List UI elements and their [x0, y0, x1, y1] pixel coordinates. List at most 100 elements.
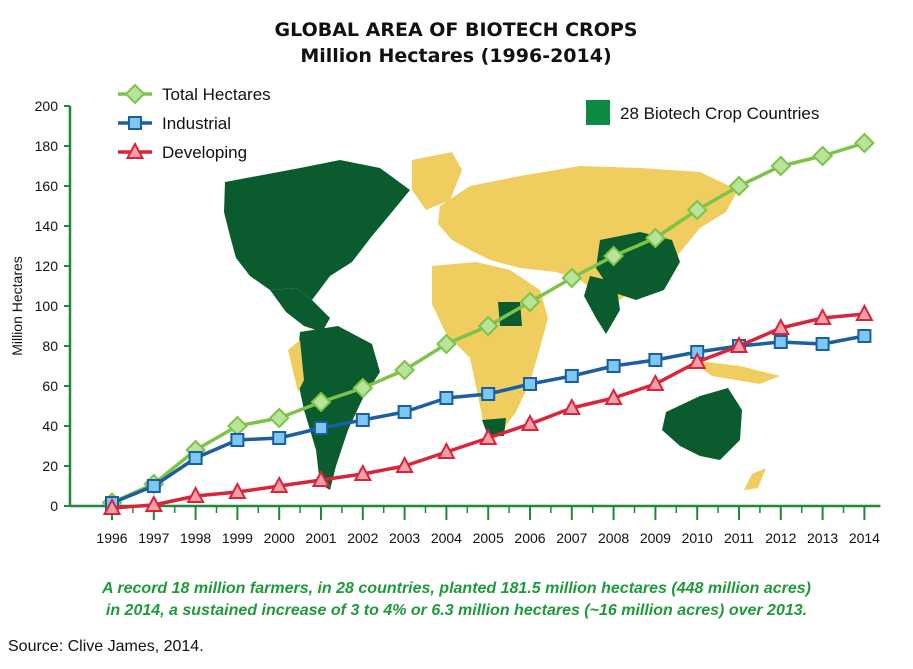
data-point-total-hectares: [603, 245, 625, 267]
data-point-industrial: [773, 335, 788, 349]
y-tick-label: 180: [35, 138, 59, 154]
map-new-zealand: [744, 468, 766, 490]
legend-label: Industrial: [162, 114, 231, 133]
data-point-total-hectares: [561, 267, 583, 289]
map-australia: [662, 388, 742, 460]
data-point-industrial: [146, 479, 161, 493]
data-point-developing: [855, 303, 874, 321]
data-point-industrial: [481, 387, 496, 401]
x-tick-label: 2005: [473, 530, 504, 546]
series-layer: [101, 132, 875, 515]
x-tick-label: 2009: [640, 530, 671, 546]
data-point-industrial: [188, 451, 203, 465]
x-tick-label: 2011: [724, 530, 754, 546]
data-point-total-hectares: [812, 145, 834, 167]
data-point-total-hectares: [686, 199, 708, 221]
y-tick-label: 100: [35, 298, 59, 314]
data-point-developing: [604, 387, 623, 405]
caption-line-2: in 2014, a sustained increase of 3 to 4%…: [105, 602, 808, 619]
data-point-industrial: [857, 329, 872, 343]
y-tick-label: 0: [50, 498, 58, 514]
y-tick-label: 200: [35, 98, 59, 114]
data-point-developing: [771, 317, 790, 335]
x-tick-label: 2003: [389, 530, 420, 546]
data-point-total-hectares: [435, 333, 457, 355]
y-tick-label: 20: [42, 458, 58, 474]
x-tick-label: 2002: [347, 530, 378, 546]
data-point-developing: [102, 497, 122, 515]
map-greenland: [412, 152, 462, 210]
map-legend-swatch: [586, 100, 610, 125]
map-indonesia: [690, 360, 780, 384]
legend-marker: [128, 116, 142, 130]
series-developing: [102, 303, 874, 515]
data-point-developing: [729, 335, 749, 353]
map-india: [584, 276, 620, 334]
map-south-america-land: [288, 340, 304, 392]
y-tick-label: 140: [35, 218, 59, 234]
data-point-industrial: [815, 337, 830, 351]
data-point-total-hectares: [853, 132, 875, 154]
data-point-developing: [144, 494, 163, 512]
data-point-industrial: [230, 433, 245, 447]
data-point-developing: [688, 351, 707, 369]
data-point-industrial: [439, 391, 454, 405]
y-tick-label: 80: [42, 338, 58, 354]
data-point-industrial: [272, 431, 287, 445]
map-legend-label: 28 Biotech Crop Countries: [620, 104, 819, 123]
x-tick-label: 2006: [514, 530, 545, 546]
axes: 0 20 40 60 80 100 120 140 160 180 200 1996 1997 1998 1…: [35, 98, 881, 546]
y-tick-label: 40: [42, 418, 58, 434]
data-point-developing: [311, 469, 331, 487]
x-tick-label: 1996: [96, 530, 127, 546]
data-point-developing: [353, 463, 372, 481]
x-tick-label: 2013: [807, 530, 838, 546]
data-point-developing: [813, 307, 832, 325]
legend-marker: [124, 83, 146, 105]
data-point-total-hectares: [770, 155, 792, 177]
source-note: Source: Clive James, 2014.: [8, 638, 204, 655]
x-tick-label: 2000: [264, 530, 295, 546]
data-point-industrial: [397, 405, 412, 419]
data-point-developing: [228, 481, 247, 499]
data-point-total-hectares: [644, 227, 666, 249]
x-tick-label: 2008: [598, 530, 629, 546]
x-tick-label: 1999: [222, 530, 253, 546]
map-central-america: [270, 288, 330, 332]
y-tick-label: 60: [42, 378, 58, 394]
data-point-developing: [437, 441, 456, 459]
data-point-industrial: [648, 353, 663, 367]
data-point-total-hectares: [226, 415, 248, 437]
x-tick-label: 2007: [556, 530, 587, 546]
data-point-developing: [395, 455, 414, 473]
x-tick-label: 2004: [431, 530, 462, 546]
data-point-total-hectares: [728, 175, 750, 197]
y-tick-label: 160: [35, 178, 59, 194]
x-tick-label: 2010: [682, 530, 713, 546]
data-point-total-hectares: [352, 377, 374, 399]
x-tick-label: 2014: [849, 530, 880, 546]
legend-marker: [125, 141, 145, 159]
data-point-total-hectares: [310, 391, 332, 413]
map-north-america: [224, 160, 410, 300]
x-tick-label: 1998: [180, 530, 211, 546]
legend-item-total-hectares: Total Hectares: [118, 83, 271, 105]
data-point-total-hectares: [519, 291, 541, 313]
chart-subtitle: Million Hectares (1996-2014): [300, 45, 611, 67]
y-tick-label: 120: [35, 258, 59, 274]
data-point-developing: [186, 485, 205, 503]
data-point-total-hectares: [394, 359, 416, 381]
legend-item-industrial: Industrial: [118, 114, 231, 133]
y-axis-label: Million Hectares: [9, 256, 25, 356]
data-point-total-hectares: [268, 407, 290, 429]
data-point-developing: [562, 397, 581, 415]
data-point-developing: [270, 475, 289, 493]
legend-label: Total Hectares: [162, 85, 271, 104]
data-point-industrial: [523, 377, 537, 391]
data-point-developing: [479, 427, 498, 445]
data-point-industrial: [314, 421, 328, 435]
legend-label: Developing: [162, 143, 247, 162]
map-south-america: [296, 326, 380, 490]
chart-title: GLOBAL AREA OF BIOTECH CROPS: [275, 19, 638, 41]
